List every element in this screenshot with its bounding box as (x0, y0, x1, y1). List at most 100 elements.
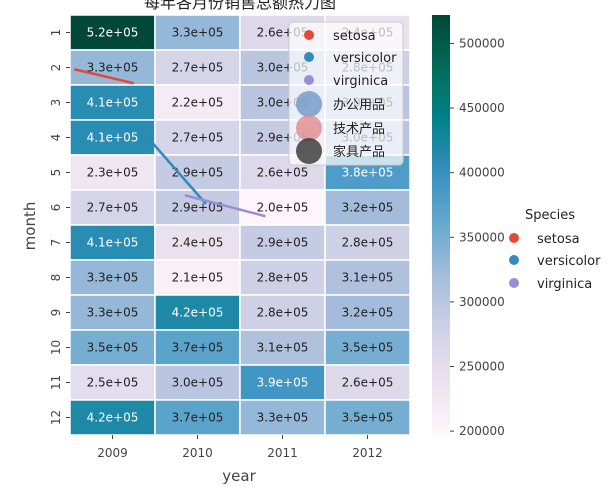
legend-outer-label: virginica (537, 277, 592, 292)
legend-inner-label: 技术产品 (333, 122, 385, 137)
cell-label: 2.7e+05 (172, 131, 224, 145)
overlay-line-virginica (184, 194, 266, 218)
legend-outer-marker (509, 233, 519, 243)
legend-inner-marker (296, 91, 322, 117)
legend-inner-label: versicolor (333, 51, 397, 66)
cell-label: 3.7e+05 (172, 411, 224, 425)
colorbar-tick-label: 400000 (459, 166, 505, 180)
x-axis-title: year (222, 467, 256, 485)
y-tick-label: 1 (49, 29, 63, 37)
legend-outer: Species setosa versicolor virginica (509, 208, 601, 292)
cell-label: 4.2e+05 (172, 306, 224, 320)
cell-label: 5.2e+05 (87, 26, 139, 40)
cell-label: 2.8e+05 (257, 271, 309, 285)
cell-label: 3.3e+05 (257, 411, 309, 425)
heatmap-cell (69, 154, 156, 191)
y-tick-label: 9 (49, 309, 63, 317)
heatmap-cell (324, 364, 411, 401)
x-tick-label: 2009 (97, 446, 128, 460)
legend-inner-marker (304, 30, 314, 40)
cell-label: 2.9e+05 (172, 166, 224, 180)
cell-label: 2.7e+05 (172, 61, 224, 75)
cell-label: 2.1e+05 (172, 271, 224, 285)
cell-label: 4.1e+05 (87, 96, 139, 110)
cell-label: 3.3e+05 (87, 306, 139, 320)
cell-label: 3.9e+05 (257, 376, 309, 390)
legend-inner-label: setosa (333, 29, 376, 44)
legend-inner-label: 家具产品 (333, 144, 385, 160)
heatmap-cell (69, 329, 156, 366)
y-tick-label: 4 (49, 134, 63, 142)
cell-label: 3.5e+05 (342, 411, 394, 425)
legend-outer-label: setosa (537, 232, 580, 247)
cell-label: 4.2e+05 (87, 411, 139, 425)
chart-title: 每年各月份销售总额热力图 (144, 0, 336, 12)
colorbar-gradient (432, 15, 450, 435)
heatmap-cell (154, 364, 241, 401)
heatmap-cell (239, 399, 326, 436)
colorbar-tick-label: 350000 (459, 230, 505, 244)
legend-inner-label: 办公用品 (333, 98, 385, 113)
overlay-line-versicolor (149, 140, 207, 205)
cell-label: 3.3e+05 (87, 61, 139, 75)
y-tick-label: 3 (49, 99, 63, 107)
overlay-lines (73, 68, 266, 218)
y-tick-label: 11 (49, 375, 63, 390)
heatmap-cell (154, 119, 241, 156)
heatmap-cell (69, 119, 156, 156)
legend-inner-label: virginica (333, 74, 388, 89)
legend-inner-marker (296, 138, 322, 164)
y-tick-label: 2 (49, 64, 63, 72)
x-tick-label: 2010 (182, 446, 213, 460)
y-tick-label: 7 (49, 239, 63, 247)
cell-label: 2.7e+05 (87, 201, 139, 215)
cell-label: 2.0e+05 (257, 201, 309, 215)
heatmap-cell (239, 329, 326, 366)
cell-label: 2.9e+05 (257, 236, 309, 250)
y-tick-label: 8 (49, 274, 63, 282)
colorbar-tick-label: 200000 (459, 424, 505, 438)
cell-label: 3.5e+05 (87, 341, 139, 355)
colorbar: 200000 250000 300000 350000 400000 450000 5000… (432, 15, 505, 438)
heatmap-cell (324, 224, 411, 261)
overlay-line-setosa (73, 68, 135, 85)
colorbar-tick-label: 450000 (459, 101, 505, 115)
colorbar-tick-label: 500000 (459, 36, 505, 50)
cell-label: 2.6e+05 (342, 376, 394, 390)
y-axis-title: month (21, 202, 39, 251)
colorbar-tick-label: 300000 (459, 295, 505, 309)
cell-label: 2.8e+05 (342, 236, 394, 250)
cell-label: 3.1e+05 (342, 271, 394, 285)
x-tick-label: 2011 (267, 446, 298, 460)
cell-label: 2.2e+05 (172, 96, 224, 110)
heatmap-cell (69, 364, 156, 401)
cell-label: 3.8e+05 (342, 166, 394, 180)
heatmap-cell (154, 329, 241, 366)
x-axis-ticks: 2009 2010 2011 2012 (97, 435, 383, 460)
legend-inner-marker (296, 115, 322, 141)
cell-label: 3.3e+05 (87, 271, 139, 285)
y-tick-label: 10 (49, 340, 63, 355)
cell-label: 3.7e+05 (172, 341, 224, 355)
cell-label: 2.3e+05 (87, 166, 139, 180)
colorbar-tick-label: 250000 (459, 360, 505, 374)
cell-label: 3.3e+05 (172, 26, 224, 40)
legend-inner-marker (304, 75, 314, 85)
legend-outer-marker (509, 278, 519, 288)
heatmap-cell (69, 259, 156, 296)
cell-label: 2.5e+05 (87, 376, 139, 390)
heatmap-cell (239, 224, 326, 261)
heatmap-cell (324, 329, 411, 366)
heatmap-cell (239, 294, 326, 331)
cell-label: 3.2e+05 (342, 201, 394, 215)
x-tick-label: 2012 (352, 446, 383, 460)
heatmap-cell (154, 224, 241, 261)
cell-label: 4.1e+05 (87, 131, 139, 145)
heatmap-cell (239, 189, 326, 226)
legend-inner-marker (304, 52, 314, 62)
cell-label: 3.2e+05 (342, 306, 394, 320)
legend-outer-label: versicolor (537, 254, 601, 269)
y-tick-label: 5 (49, 169, 63, 177)
